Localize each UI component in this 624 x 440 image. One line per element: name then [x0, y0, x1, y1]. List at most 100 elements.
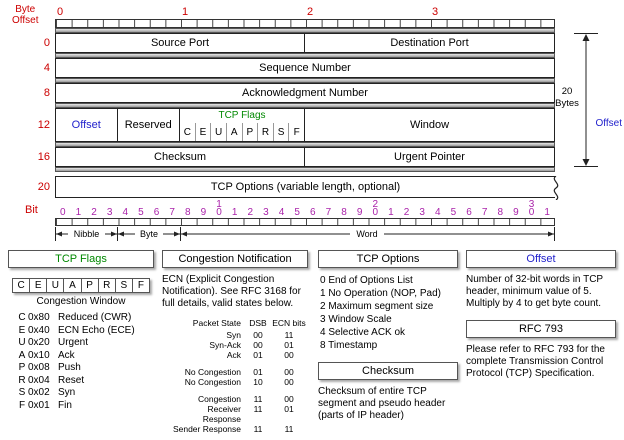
bit-number: 8 [497, 207, 504, 218]
congestion-table-row: Receiver Response 11 01 [168, 404, 308, 424]
tcp-options-panel-title: TCP Options [318, 250, 458, 268]
header-row-ports: 0 Source Port Destination Port [44, 33, 555, 53]
flag-cell: E [29, 279, 46, 292]
bit-number: 2 [247, 207, 254, 218]
column-header: Packet State [192, 318, 241, 328]
cell-ecn: 11 [284, 330, 294, 340]
flag-legend-name: Reduced (CWR) [58, 312, 132, 323]
flag-legend-row: C 0x80 Reduced (CWR) [16, 312, 154, 325]
flag-cell: P [80, 279, 98, 292]
byte-offset-value: 8 [43, 87, 50, 99]
flag-legend-hex: 0x04 [28, 374, 50, 386]
byte-offset-value: 12 [37, 119, 50, 131]
rfc793-description: Please refer to RFC 793 for the complete… [466, 344, 605, 379]
bit-number: 1 [388, 207, 394, 218]
word-measure-label: Word [356, 229, 377, 239]
flag-legend-letter: F [18, 399, 26, 411]
reserved-field: Reserved [117, 108, 180, 142]
bottom-bit-ruler: Bit 0 1 2 3 4 5 6 7 8 9 10 1 2 3 4 5 6 7 [25, 199, 555, 226]
flag-cell: S [114, 279, 132, 292]
bit-number: 9 [513, 207, 519, 218]
bit-number-value: 20 [372, 199, 379, 218]
bit-number: 10 [211, 199, 227, 218]
flag-legend-hex: 0x01 [28, 399, 50, 411]
flag-legend-hex: 0x10 [28, 349, 50, 361]
tick-band [55, 19, 555, 28]
flag-letter: E [194, 123, 211, 141]
congestion-table-row: Sender Response 11 11 [168, 424, 308, 434]
congestion-table-row: No Congestion 10 00 [168, 377, 308, 387]
bit-number: 5 [450, 207, 457, 218]
byte-measure-label: Byte [140, 229, 158, 239]
cell-dsb: 00 [253, 330, 263, 340]
tcp-flags-field-title: TCP Flags [218, 110, 266, 121]
congestion-panel-title: Congestion Notification [162, 250, 308, 268]
bit-number: 6 [466, 207, 472, 218]
bit-number: 1 [75, 207, 82, 218]
congestion-table-row: Syn 00 11 [168, 330, 308, 340]
bit-number: 9 [356, 207, 363, 218]
flag-legend-row: U 0x20 Urgent [16, 337, 154, 350]
flag-legend-name: Syn [58, 387, 76, 398]
bit-number: 7 [169, 207, 175, 218]
cell-state: No Congestion [184, 377, 241, 387]
cell-ecn: 11 [284, 424, 294, 434]
tcp-flags-letter-strip: C E U A P R S F [180, 123, 304, 141]
tcp-flags-panel-title: TCP Flags [8, 250, 154, 268]
flag-legend-name: Fin [58, 399, 72, 411]
flag-letter: C [183, 126, 191, 138]
bit-number-value: 30 [528, 199, 535, 218]
tcp-options-field: TCP Options (variable length, optional) [55, 176, 559, 200]
destination-port-field: Destination Port [305, 33, 555, 53]
cell-dsb: 11 [253, 404, 263, 414]
flag-legend-hex: 0x08 [28, 362, 50, 373]
cell-ecn: 00 [284, 394, 294, 404]
urgent-pointer-field: Urgent Pointer [305, 147, 555, 167]
tcp-options-panel: TCP Options 0 End of Options List 1 No O… [318, 250, 458, 422]
bit-number: 8 [341, 207, 347, 218]
tcp-flags-panel: TCP Flags C E U A P R S F Congestion Win… [8, 250, 154, 412]
offset-panel: Offset Number of 32-bit words in TCP hea… [466, 250, 616, 380]
offset-description: Number of 32-bit words in TCP header, mi… [466, 274, 603, 309]
option-item: 1 No Operation (NOP, Pad) [320, 288, 441, 299]
flag-legend-name: Ack [58, 349, 75, 361]
tick-band [55, 218, 555, 226]
cell-ecn: 01 [284, 404, 294, 414]
twenty-bytes-label: 20 Bytes [554, 86, 580, 110]
option-item: 4 Selective ACK ok [320, 327, 406, 338]
bit-number: 6 [153, 207, 160, 218]
option-item: 2 Maximum segment size [320, 301, 434, 312]
column-header: DSB [249, 318, 267, 328]
flag-legend-letter: S [18, 387, 26, 398]
flag-letter: A [225, 123, 242, 141]
bit-number: 4 [435, 207, 441, 218]
bit-number: 2 [91, 207, 97, 218]
bit-number: 6 [310, 207, 316, 218]
flag-legend-name: ECN Echo (ECE) [58, 324, 135, 336]
flag-letter: S [272, 123, 289, 141]
flag-legend-row: A 0x10 Ack [16, 350, 154, 363]
ruler-number: 2 [307, 6, 314, 18]
ruler-number: 0 [57, 6, 64, 18]
option-item: 8 Timestamp [320, 340, 378, 351]
cell-state: Sender Response [172, 424, 241, 434]
byte-offset-axis-label-line1: Byte [15, 4, 36, 15]
bit-number-value: 10 [216, 199, 222, 218]
cell-ecn: 01 [284, 340, 294, 350]
cell-ecn: 00 [284, 367, 294, 377]
byte-offset-value: 0 [43, 37, 50, 49]
bit-number: 4 [278, 207, 285, 218]
congestion-table-row: Syn-Ack 00 01 [168, 340, 308, 350]
variable-length-squiggle-icon [553, 176, 559, 200]
flag-legend-letter: A [18, 349, 26, 361]
flag-legend-name: Urgent [58, 337, 89, 348]
congestion-table-row: Congestion 11 00 [168, 394, 308, 404]
tcp-options-list: 0 End of Options List 1 No Operation (NO… [320, 274, 458, 352]
separator-bar [55, 28, 555, 33]
bit-number: 1 [231, 207, 238, 218]
checksum-field: Checksum [55, 147, 305, 167]
flag-legend-hex: 0x40 [28, 324, 50, 336]
flag-legend-row: S 0x02 Syn [16, 387, 154, 400]
separator-bar [55, 142, 555, 147]
congestion-table-header: Packet State DSB ECN bits [168, 318, 308, 328]
